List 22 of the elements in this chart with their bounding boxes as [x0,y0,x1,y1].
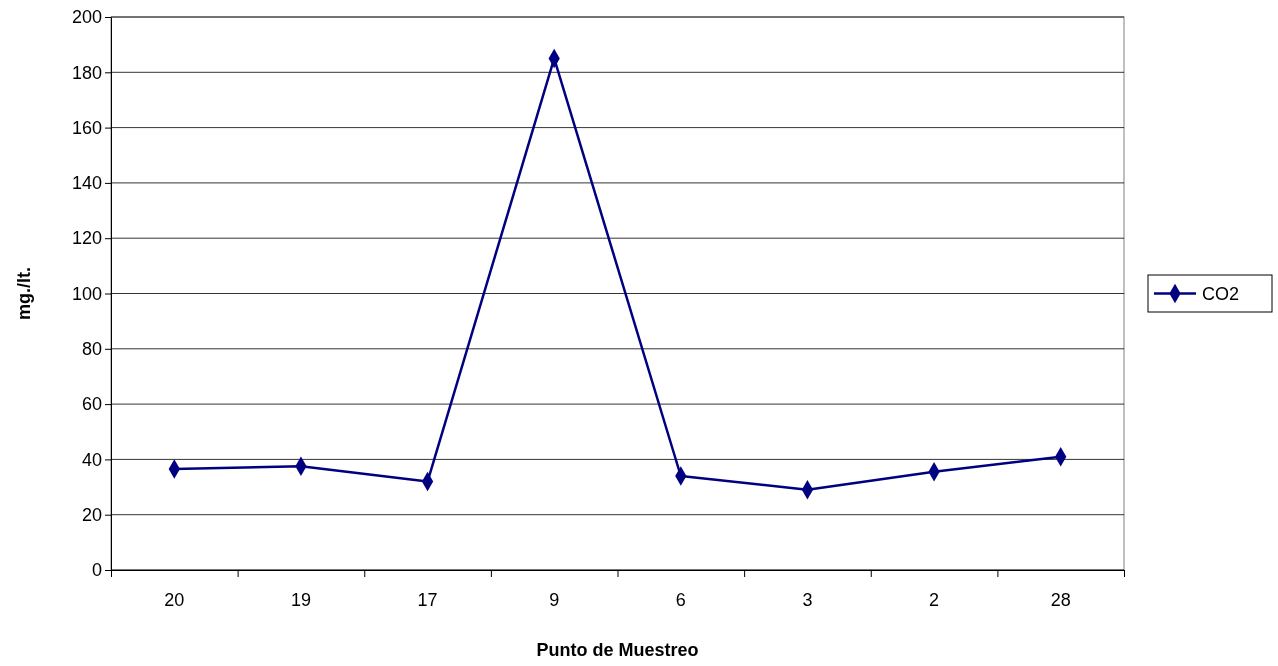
y-tick-label: 20 [81,504,102,525]
y-axis-title: mg./lt. [14,267,34,320]
y-tick-label: 180 [71,62,102,83]
x-tick-label: 9 [549,590,560,610]
x-tick-label: 20 [164,590,185,610]
y-tick-label: 200 [71,7,102,28]
y-tick-label: 100 [71,283,102,304]
y-tick-label: 40 [81,449,102,470]
x-tick-label: 3 [802,590,813,610]
x-tick-label: 6 [675,590,686,610]
x-tick-label: 17 [417,590,438,610]
y-tick-label: 140 [71,173,102,194]
x-axis-title: Punto de Muestreo [536,640,699,660]
x-tick-label: 28 [1050,590,1071,610]
y-tick-label: 80 [81,339,102,360]
x-tick-label: 2 [929,590,940,610]
x-tick-label: 19 [290,590,311,610]
y-tick-label: 120 [71,228,102,249]
legend-label: CO2 [1202,283,1240,304]
y-tick-label: 60 [81,394,102,415]
y-tick-label: 160 [71,117,102,138]
y-tick-label: 0 [91,560,102,581]
